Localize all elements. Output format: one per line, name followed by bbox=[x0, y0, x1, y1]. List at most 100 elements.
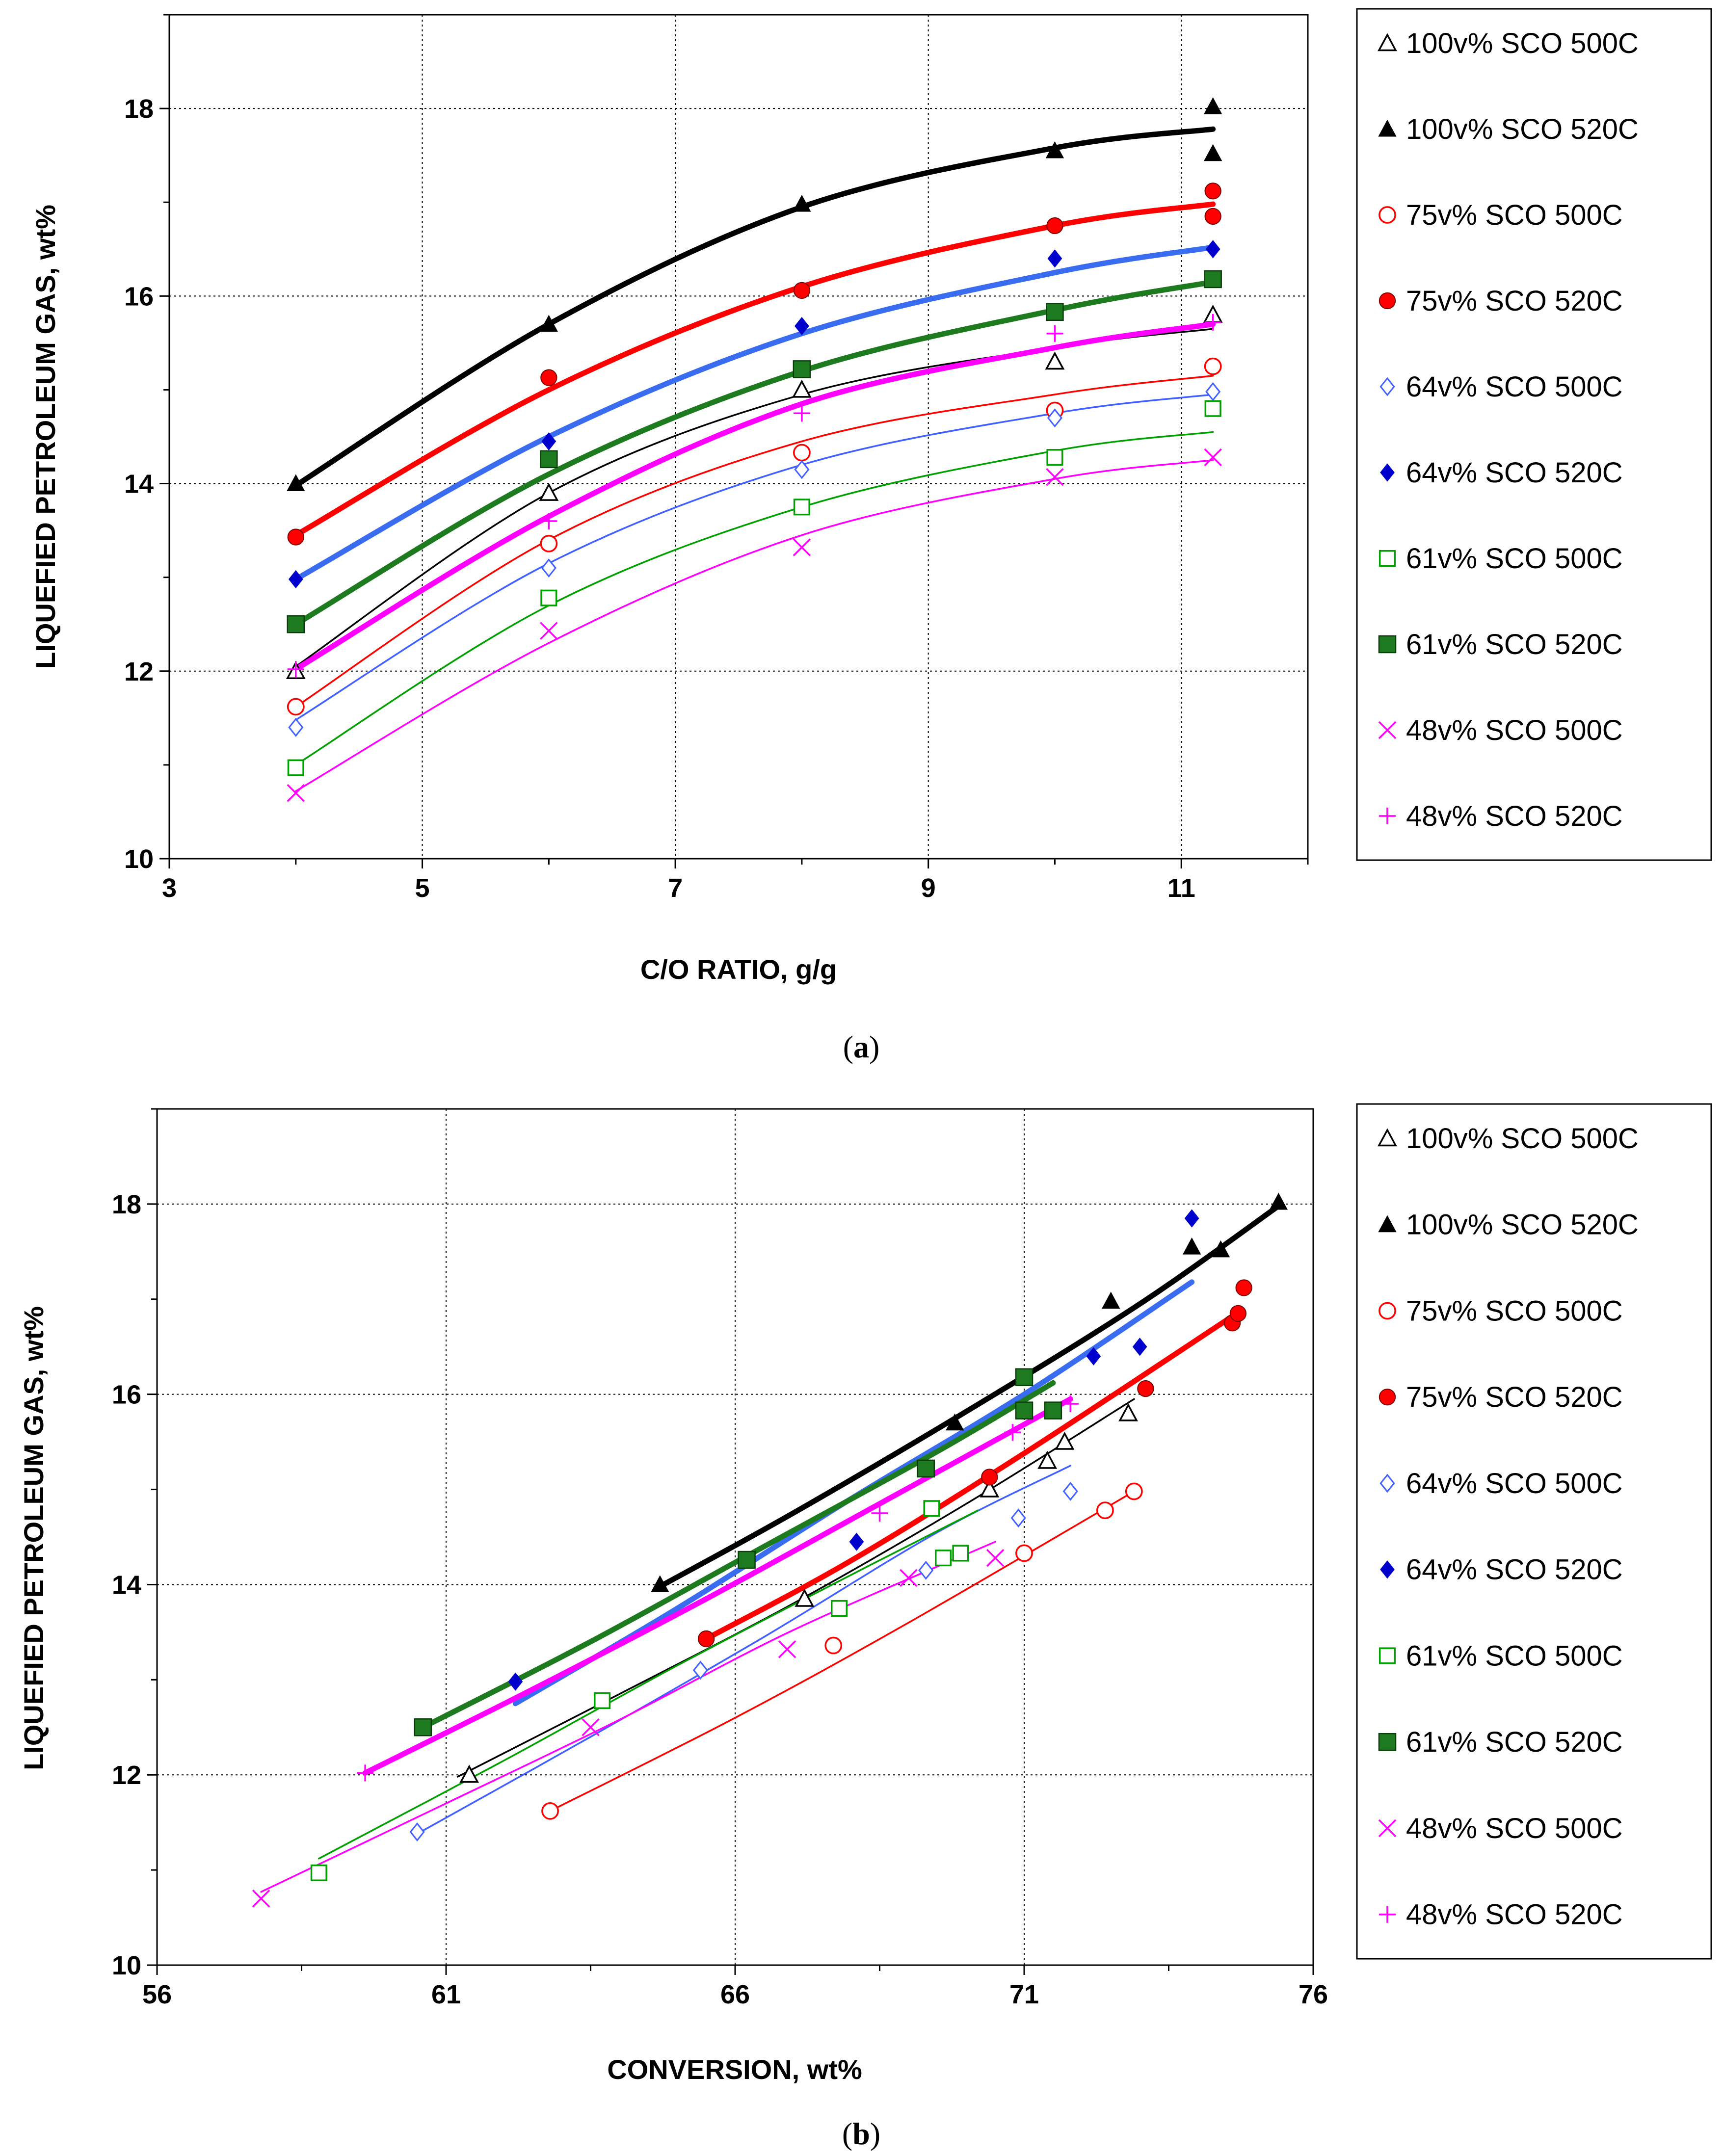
y-tick-label: 18 bbox=[124, 94, 154, 124]
point-61v-sco-520c bbox=[738, 1551, 756, 1569]
point-61v-sco-520c bbox=[540, 450, 558, 469]
point-64v-sco-520c bbox=[541, 432, 557, 451]
point-48v-sco-500c bbox=[793, 538, 811, 556]
legend-label: 75v% SCO 500C bbox=[1406, 1295, 1623, 1327]
point-61v-sco-500c bbox=[594, 1692, 611, 1709]
legend-item: 48v% SCO 500C bbox=[1378, 714, 1623, 746]
point-48v-sco-500c bbox=[900, 1569, 918, 1587]
point-100v-sco-500c bbox=[1118, 1403, 1138, 1421]
point-64v-sco-520c bbox=[1132, 1338, 1147, 1356]
point-100v-sco-520c bbox=[539, 315, 558, 332]
point-100v-sco-500c bbox=[1055, 1431, 1075, 1450]
legend-label: 61v% SCO 520C bbox=[1406, 629, 1623, 660]
legend-label: 75v% SCO 500C bbox=[1406, 199, 1623, 231]
trend-line-75v-sco-500c bbox=[295, 375, 1214, 708]
point-64v-sco-520c bbox=[1205, 240, 1220, 259]
point-100v-sco-520c bbox=[1182, 1237, 1201, 1255]
x-tick-label: 76 bbox=[1299, 1980, 1328, 2009]
legend-label: 100v% SCO 520C bbox=[1406, 1209, 1639, 1241]
point-100v-sco-500c bbox=[1037, 1450, 1058, 1469]
plot-area bbox=[169, 15, 1308, 859]
legend-item: 61v% SCO 520C bbox=[1378, 1726, 1623, 1758]
point-75v-sco-520c bbox=[1137, 1380, 1154, 1397]
point-48v-sco-520c bbox=[1062, 1395, 1079, 1413]
legend-marker-64v-sco-500c bbox=[1379, 1473, 1395, 1493]
legend-label: 48v% SCO 500C bbox=[1406, 714, 1623, 746]
point-48v-sco-520c bbox=[871, 1505, 888, 1522]
point-48v-sco-520c bbox=[1204, 314, 1221, 331]
point-100v-sco-520c bbox=[1045, 141, 1064, 158]
legend-label: 48v% SCO 520C bbox=[1406, 800, 1623, 832]
legend-item: 61v% SCO 500C bbox=[1378, 1640, 1623, 1672]
legend-marker-75v-sco-500c bbox=[1378, 206, 1396, 224]
point-48v-sco-520c bbox=[1046, 325, 1063, 342]
legend-marker-61v-sco-520c bbox=[1378, 1733, 1397, 1751]
point-61v-sco-520c bbox=[414, 1718, 432, 1736]
y-axis-title: LIQUEFIED PETROLEUM GAS, wt% bbox=[30, 205, 61, 669]
point-75v-sco-520c bbox=[287, 528, 304, 546]
trend-line-48v-sco-520c bbox=[293, 321, 1216, 672]
point-64v-sco-500c bbox=[288, 718, 304, 737]
trend-line-100v-sco-500c bbox=[456, 1398, 1135, 1778]
point-64v-sco-500c bbox=[409, 1822, 425, 1841]
point-75v-sco-520c bbox=[1235, 1279, 1252, 1296]
x-tick-label: 61 bbox=[431, 1980, 461, 2009]
point-100v-sco-500c bbox=[792, 379, 812, 398]
y-tick-label: 16 bbox=[112, 1380, 141, 1410]
point-48v-sco-520c bbox=[540, 513, 557, 529]
point-61v-sco-520c bbox=[287, 615, 305, 633]
point-64v-sco-500c bbox=[692, 1660, 708, 1680]
point-64v-sco-520c bbox=[1086, 1347, 1101, 1366]
point-64v-sco-500c bbox=[1205, 382, 1221, 401]
point-64v-sco-500c bbox=[1010, 1508, 1026, 1528]
y-axis-title: LIQUEFIED PETROLEUM GAS, wt% bbox=[18, 1306, 49, 1770]
point-75v-sco-500c bbox=[540, 534, 558, 552]
legend-item: 100v% SCO 500C bbox=[1378, 1123, 1639, 1155]
legend-item: 75v% SCO 520C bbox=[1378, 1381, 1623, 1413]
point-75v-sco-520c bbox=[1204, 183, 1221, 200]
point-75v-sco-500c bbox=[1125, 1482, 1143, 1500]
trend-line-61v-sco-500c bbox=[295, 431, 1214, 766]
trend-line-64v-sco-520c bbox=[293, 244, 1216, 582]
point-75v-sco-520c bbox=[1204, 208, 1221, 225]
legend-panel-b: 100v% SCO 500C 100v% SCO 520C 75v% SCO 500… bbox=[1356, 1103, 1712, 1960]
point-61v-sco-520c bbox=[1204, 270, 1222, 289]
point-100v-sco-520c bbox=[1102, 1291, 1120, 1309]
point-75v-sco-500c bbox=[793, 444, 811, 462]
legend-item: 64v% SCO 520C bbox=[1380, 457, 1623, 489]
point-75v-sco-500c bbox=[1096, 1501, 1114, 1520]
x-tick-label: 66 bbox=[720, 1980, 750, 2009]
legend-box bbox=[1356, 8, 1712, 861]
plot-frame bbox=[168, 14, 1309, 860]
legend-marker-48v-sco-520c bbox=[1379, 808, 1396, 824]
legend-item: 61v% SCO 520C bbox=[1378, 629, 1623, 660]
legend-marker-100v-sco-500c bbox=[1378, 33, 1397, 52]
legend-panel-a: 100v% SCO 500C 100v% SCO 520C 75v% SCO 500… bbox=[1356, 8, 1712, 861]
series-layer bbox=[286, 97, 1223, 802]
point-61v-sco-520c bbox=[793, 360, 811, 378]
legend-item: 75v% SCO 500C bbox=[1378, 1295, 1623, 1327]
point-61v-sco-500c bbox=[310, 1864, 327, 1881]
legend-marker-48v-sco-500c bbox=[1378, 721, 1397, 739]
x-tick-label: 7 bbox=[668, 873, 683, 903]
legend-label: 61v% SCO 500C bbox=[1406, 543, 1623, 575]
y-tick-label: 10 bbox=[124, 844, 154, 874]
trend-line-61v-sco-500c bbox=[318, 1509, 979, 1860]
legend-item: 64v% SCO 520C bbox=[1380, 1554, 1623, 1586]
point-100v-sco-520c bbox=[1203, 144, 1222, 161]
point-100v-sco-520c bbox=[651, 1575, 669, 1592]
point-61v-sco-500c bbox=[830, 1600, 848, 1617]
point-48v-sco-500c bbox=[1204, 448, 1222, 467]
legend-label: 61v% SCO 500C bbox=[1406, 1640, 1623, 1672]
point-61v-sco-520c bbox=[1044, 1401, 1062, 1420]
point-48v-sco-500c bbox=[582, 1718, 600, 1736]
point-64v-sco-500c bbox=[918, 1560, 934, 1580]
point-75v-sco-520c bbox=[793, 282, 811, 299]
legend-marker-64v-sco-500c bbox=[1379, 377, 1395, 396]
point-48v-sco-520c bbox=[357, 1764, 374, 1782]
legend-marker-48v-sco-520c bbox=[1379, 1906, 1396, 1923]
point-64v-sco-500c bbox=[1062, 1482, 1078, 1501]
legend-marker-100v-sco-520c bbox=[1378, 119, 1397, 137]
legend-marker-100v-sco-500c bbox=[1378, 1128, 1397, 1147]
